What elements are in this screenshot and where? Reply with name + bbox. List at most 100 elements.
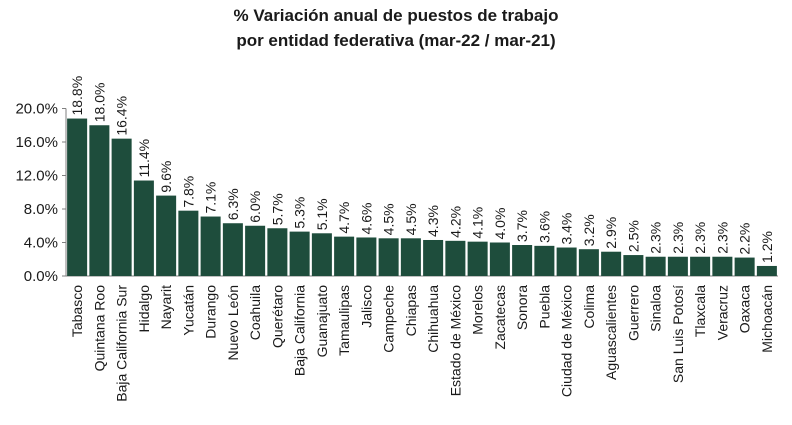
x-tick-label: Durango [203, 285, 219, 339]
bar [289, 231, 310, 276]
data-label: 3.4% [559, 213, 575, 245]
bar [222, 223, 243, 276]
data-label: 2.3% [648, 222, 664, 254]
data-label: 2.3% [714, 222, 730, 254]
x-tick-label: Ciudad de México [559, 285, 575, 397]
data-label: 3.7% [514, 210, 530, 242]
x-tick-label: Nayarit [158, 285, 174, 329]
x-tick-label: Chihuahua [425, 285, 441, 353]
x-tick-label: Morelos [470, 285, 486, 335]
y-tick-label: 4.0% [24, 235, 58, 252]
x-tick-label: Campeche [381, 285, 397, 353]
bar [111, 138, 132, 276]
y-tick-label: 12.0% [15, 168, 58, 185]
data-label: 1.2% [759, 231, 775, 263]
x-tick-label: Estado de México [447, 285, 463, 396]
bar [512, 245, 533, 276]
y-tick-label: 0.0% [24, 268, 58, 285]
x-tick-label: San Luis Potosí [670, 285, 686, 383]
x-tick-label: Quintana Roo [91, 285, 107, 372]
x-tick-label: Guanajuato [314, 285, 330, 358]
bar [356, 237, 377, 276]
x-tick-label: Baja California [292, 285, 308, 376]
bar [467, 241, 488, 276]
x-tick-label: Puebla [536, 285, 552, 329]
x-tick-label: Tlaxcala [692, 285, 708, 337]
x-tick-label: Nuevo León [225, 285, 241, 361]
x-tick-label: Zacatecas [492, 285, 508, 350]
bar [489, 242, 510, 276]
y-tick-label: 16.0% [15, 134, 58, 151]
data-label: 4.7% [336, 202, 352, 234]
bar [67, 118, 88, 276]
x-tick-label: Baja California Sur [114, 285, 130, 402]
bar [645, 256, 666, 276]
bar [400, 238, 421, 276]
x-tick-label: Querétaro [269, 285, 285, 348]
bar [756, 265, 777, 276]
data-label: 2.3% [692, 222, 708, 254]
data-label: 5.1% [314, 198, 330, 230]
data-label: 2.2% [737, 223, 753, 255]
x-tick-label: Colima [581, 285, 597, 329]
x-tick-label: Jalisco [358, 285, 374, 328]
data-label: 18.0% [91, 83, 107, 123]
chart-title-line-2: por entidad federativa (mar-22 / mar-21) [236, 31, 556, 50]
bar [156, 195, 177, 276]
bar [601, 251, 622, 276]
data-label: 18.8% [69, 76, 85, 116]
data-label: 4.6% [358, 203, 374, 235]
bar [311, 233, 332, 276]
data-label: 4.3% [425, 205, 441, 237]
data-label: 6.3% [225, 188, 241, 220]
bar [445, 240, 466, 276]
bar [623, 255, 644, 276]
x-tick-label: Oaxaca [737, 285, 753, 333]
data-label: 11.4% [136, 139, 152, 178]
x-tick-label: Michoacán [759, 285, 775, 353]
bar [578, 249, 599, 276]
bar [423, 239, 444, 276]
data-label: 4.2% [447, 206, 463, 238]
data-label: 7.8% [180, 176, 196, 208]
bar [378, 238, 399, 276]
data-label: 4.0% [492, 208, 508, 240]
data-label: 9.6% [158, 161, 174, 193]
x-tick-label: Yucatán [180, 285, 196, 336]
x-tick-label: Guerrero [625, 285, 641, 341]
bar [690, 256, 711, 276]
data-label: 7.1% [203, 182, 219, 214]
data-label: 5.3% [292, 197, 308, 229]
x-tick-label: Aguascalientes [603, 285, 619, 380]
bar [200, 216, 221, 276]
x-tick-label: Tabasco [69, 285, 85, 337]
data-label: 4.5% [381, 203, 397, 235]
data-label: 3.2% [581, 214, 597, 246]
x-tick-label: Coahuila [247, 285, 263, 340]
x-tick-label: Sonora [514, 285, 530, 330]
bar [712, 256, 733, 276]
data-label: 4.5% [403, 203, 419, 235]
bar [133, 180, 154, 276]
bar [245, 225, 266, 276]
x-tick-label: Chiapas [403, 285, 419, 336]
x-tick-label: Veracruz [714, 285, 730, 340]
x-tick-label: Sinaloa [648, 285, 664, 332]
data-label: 16.4% [114, 96, 130, 136]
bar [267, 228, 288, 276]
bar [178, 210, 199, 276]
data-label: 5.7% [269, 193, 285, 225]
bar [667, 256, 688, 276]
chart-title-line-1: % Variación anual de puestos de trabajo [233, 6, 559, 25]
data-label: 2.5% [625, 220, 641, 252]
y-tick-label: 8.0% [24, 201, 58, 218]
data-label: 2.3% [670, 222, 686, 254]
bar [556, 247, 577, 276]
bar [734, 257, 755, 276]
bar [534, 245, 555, 276]
data-label: 6.0% [247, 191, 263, 223]
x-tick-label: Tamaulipas [336, 285, 352, 356]
x-tick-label: Hidalgo [136, 285, 152, 333]
